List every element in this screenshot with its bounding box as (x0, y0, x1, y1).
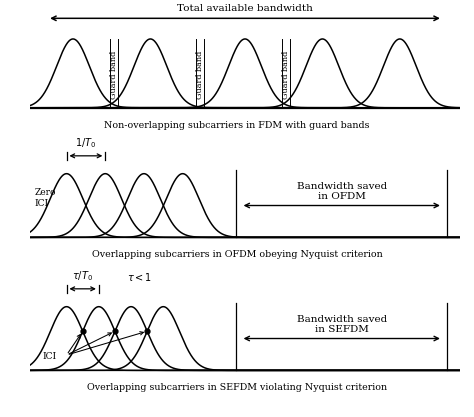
Text: Overlapping subcarriers in OFDM obeying Nyquist criterion: Overlapping subcarriers in OFDM obeying … (91, 250, 383, 259)
Text: Guard band: Guard band (196, 50, 204, 99)
Text: Guard band: Guard band (110, 50, 118, 99)
Text: Overlapping subcarriers in SEFDM violating Nyquist criterion: Overlapping subcarriers in SEFDM violati… (87, 383, 387, 392)
Text: ICI: ICI (43, 352, 57, 361)
Text: $\tau/T_0$: $\tau/T_0$ (72, 269, 93, 283)
Text: Non-overlapping subcarriers in FDM with guard bands: Non-overlapping subcarriers in FDM with … (104, 121, 370, 130)
Text: $1/T_0$: $1/T_0$ (75, 136, 97, 150)
Text: Guard band: Guard band (282, 50, 290, 99)
Text: Bandwidth saved
in SEFDM: Bandwidth saved in SEFDM (297, 315, 387, 334)
Text: $\tau < 1$: $\tau < 1$ (127, 271, 152, 283)
Text: Zero
ICI: Zero ICI (34, 188, 56, 208)
Text: Total available bandwidth: Total available bandwidth (177, 4, 313, 13)
Text: Bandwidth saved
in OFDM: Bandwidth saved in OFDM (297, 182, 387, 201)
